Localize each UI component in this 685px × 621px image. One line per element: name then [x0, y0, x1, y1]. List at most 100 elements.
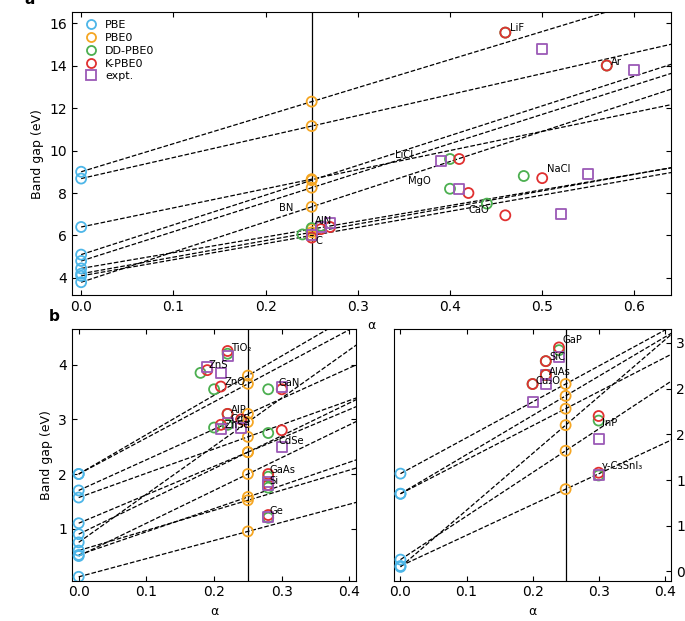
- Point: [583, 169, 594, 179]
- Point: [540, 379, 551, 389]
- Text: MgO: MgO: [408, 176, 432, 186]
- Text: γ-CsSnI₃: γ-CsSnI₃: [602, 461, 643, 471]
- Point: [215, 424, 226, 434]
- Point: [453, 184, 464, 194]
- Point: [263, 469, 274, 479]
- Point: [242, 379, 253, 389]
- Text: GaP: GaP: [562, 335, 582, 345]
- Point: [593, 468, 604, 478]
- Point: [75, 167, 86, 177]
- Text: GaAs: GaAs: [270, 465, 295, 474]
- Point: [306, 121, 317, 131]
- Text: Ar: Ar: [611, 57, 623, 67]
- Point: [242, 417, 253, 427]
- Point: [75, 256, 86, 266]
- Point: [482, 199, 493, 209]
- Point: [315, 222, 326, 232]
- Text: AlP: AlP: [231, 405, 247, 415]
- Point: [73, 469, 84, 479]
- Text: a: a: [24, 0, 34, 7]
- Point: [527, 379, 538, 389]
- Point: [75, 222, 86, 232]
- Text: ZnSe: ZnSe: [224, 420, 250, 430]
- Point: [215, 420, 226, 430]
- Text: CdS: CdS: [231, 414, 251, 424]
- Point: [560, 420, 571, 430]
- Point: [263, 512, 274, 522]
- Point: [463, 188, 474, 198]
- Point: [297, 230, 308, 240]
- Point: [445, 184, 456, 194]
- X-axis label: α: α: [210, 605, 219, 618]
- Text: b: b: [49, 309, 60, 324]
- Point: [395, 561, 406, 571]
- Text: AlN: AlN: [315, 216, 333, 226]
- Point: [222, 409, 233, 419]
- Text: Si: Si: [270, 476, 279, 486]
- Point: [395, 555, 406, 564]
- Point: [242, 492, 253, 502]
- Point: [629, 65, 640, 75]
- Point: [222, 351, 233, 361]
- Point: [553, 351, 564, 361]
- Point: [75, 271, 86, 281]
- Text: C: C: [315, 237, 322, 247]
- Point: [73, 529, 84, 539]
- Text: BN: BN: [279, 203, 294, 213]
- Point: [306, 230, 317, 240]
- Point: [555, 209, 566, 219]
- Point: [242, 496, 253, 505]
- Point: [500, 27, 511, 37]
- Text: GaN: GaN: [278, 378, 300, 388]
- Point: [519, 171, 530, 181]
- Point: [263, 510, 274, 520]
- X-axis label: α: α: [528, 605, 537, 618]
- Point: [242, 469, 253, 479]
- Point: [222, 409, 233, 419]
- Point: [276, 384, 287, 394]
- Point: [560, 391, 571, 401]
- Point: [73, 550, 84, 560]
- Point: [276, 425, 287, 435]
- Point: [325, 222, 336, 232]
- Point: [73, 537, 84, 547]
- Point: [222, 349, 233, 359]
- Point: [306, 183, 317, 193]
- Point: [306, 230, 317, 240]
- Point: [263, 480, 274, 490]
- Point: [453, 154, 464, 164]
- Point: [395, 489, 406, 499]
- Point: [195, 368, 206, 378]
- Point: [540, 370, 551, 380]
- Point: [73, 572, 84, 582]
- Point: [242, 447, 253, 457]
- Point: [593, 434, 604, 444]
- Point: [306, 227, 317, 237]
- Text: SiC: SiC: [549, 351, 565, 361]
- Point: [560, 484, 571, 494]
- Point: [553, 345, 564, 355]
- Point: [325, 218, 336, 228]
- Point: [560, 446, 571, 456]
- Point: [73, 551, 84, 561]
- Text: ZnO: ZnO: [224, 377, 245, 387]
- Point: [215, 381, 226, 391]
- Point: [242, 527, 253, 537]
- Y-axis label: Band gap (eV): Band gap (eV): [31, 109, 44, 199]
- Point: [276, 381, 287, 391]
- Point: [593, 415, 604, 425]
- Point: [435, 156, 446, 166]
- Point: [593, 471, 604, 481]
- Point: [73, 492, 84, 502]
- Point: [445, 154, 456, 164]
- Point: [75, 277, 86, 287]
- Point: [75, 263, 86, 273]
- Point: [242, 371, 253, 381]
- Point: [306, 175, 317, 185]
- Point: [215, 368, 226, 378]
- Point: [236, 422, 247, 432]
- Point: [75, 269, 86, 279]
- Point: [537, 43, 548, 53]
- Point: [208, 422, 219, 432]
- Point: [242, 432, 253, 442]
